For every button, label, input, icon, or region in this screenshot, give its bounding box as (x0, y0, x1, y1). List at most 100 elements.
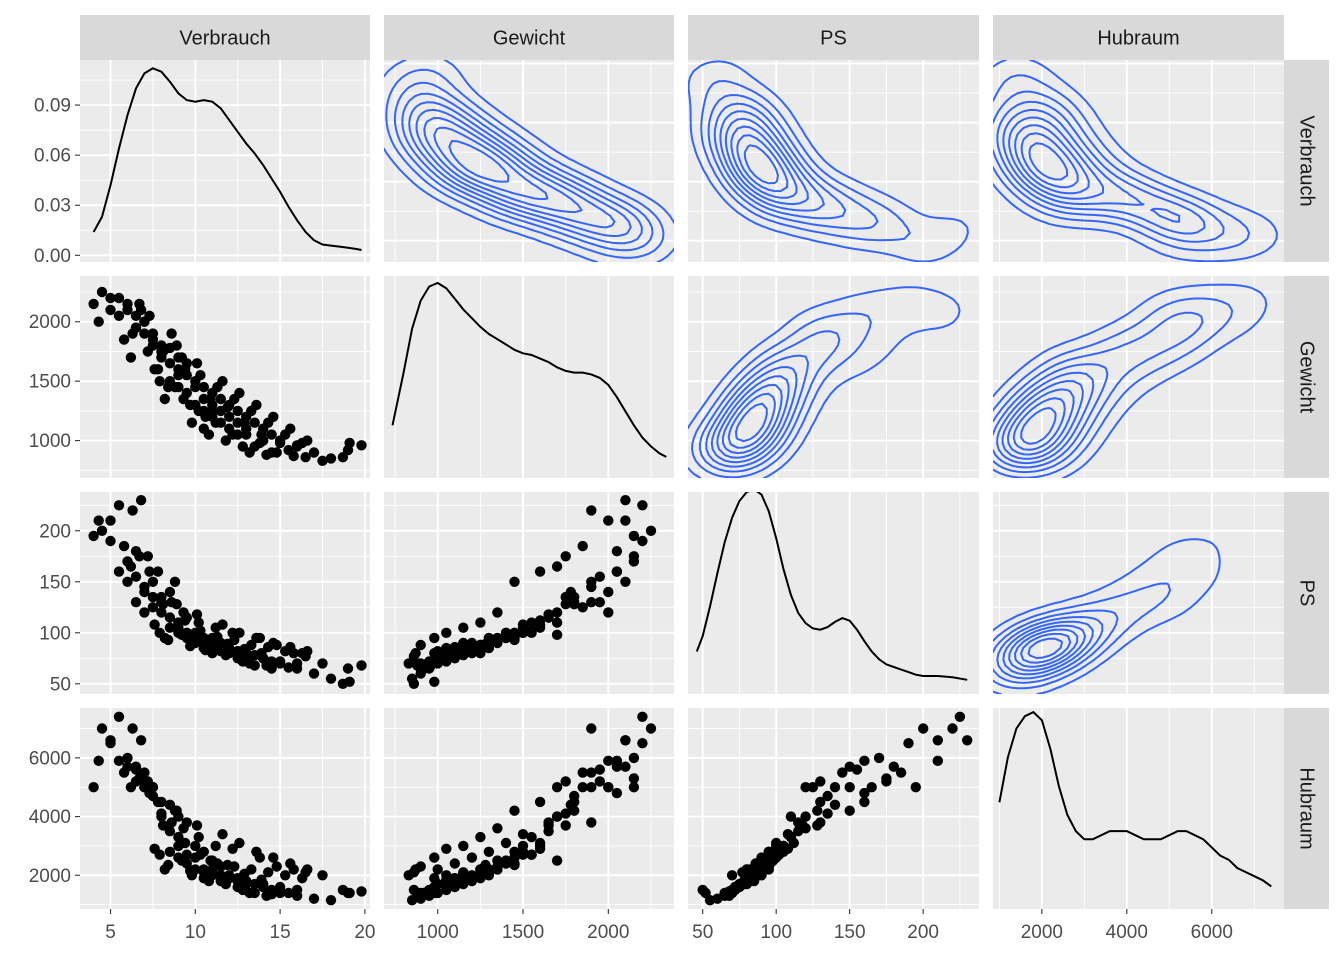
data-point (356, 440, 367, 451)
density-contour (700, 80, 911, 242)
data-point (509, 805, 520, 816)
data-point (200, 644, 211, 656)
density-contour (743, 144, 779, 185)
data-point (232, 405, 243, 417)
data-point (603, 755, 614, 766)
y-tick-label: 2000 (29, 312, 71, 333)
x-tick-label: 1500 (502, 922, 544, 943)
data-point (268, 637, 279, 649)
data-point (441, 874, 452, 885)
data-point (93, 316, 104, 327)
data-point (620, 515, 631, 526)
data-point (408, 678, 420, 689)
panel-gewicht-gewicht (384, 276, 674, 478)
data-point (308, 893, 320, 904)
data-point (113, 310, 125, 321)
data-point (429, 873, 440, 884)
strip-top-label: Gewicht (493, 28, 566, 50)
y-tick-label: 6000 (29, 748, 71, 769)
data-point (122, 752, 133, 764)
data-point (754, 859, 766, 871)
strip-top-label: Verbrauch (179, 28, 270, 50)
density-contour (1020, 132, 1079, 189)
data-point (509, 634, 520, 646)
data-point (628, 752, 640, 764)
data-point (837, 767, 848, 778)
data-point (800, 782, 811, 793)
data-point (179, 364, 191, 375)
density-contour (1012, 397, 1066, 451)
data-point (492, 607, 503, 618)
data-point (466, 871, 478, 882)
density-contour (719, 110, 825, 212)
density-contour (993, 283, 1268, 478)
data-point (127, 723, 138, 734)
data-point (164, 826, 176, 837)
density-contour (1002, 620, 1094, 676)
data-point (429, 676, 440, 687)
density-contour (393, 81, 654, 252)
data-point (620, 761, 631, 772)
data-point (480, 859, 491, 871)
data-point (302, 864, 313, 875)
data-point (93, 515, 104, 526)
data-point (173, 370, 184, 381)
data-point (166, 817, 177, 828)
panel-content (993, 538, 1221, 694)
data-point (241, 429, 252, 440)
data-point (274, 881, 286, 893)
panel-content (391, 281, 667, 458)
data-point (509, 859, 520, 871)
y-tick-label: 0.00 (34, 246, 71, 267)
y-tick-label: 0.03 (34, 196, 71, 217)
data-point (125, 561, 137, 572)
data-point (534, 796, 546, 808)
data-point (586, 723, 597, 734)
data-point (113, 500, 125, 511)
data-point (586, 505, 597, 516)
panel-gewicht-verbrauch (80, 276, 370, 478)
data-point (829, 782, 841, 793)
data-point (178, 393, 189, 405)
data-point (415, 639, 426, 651)
data-point (534, 837, 546, 849)
x-tick-label: 50 (692, 922, 713, 943)
data-point (142, 776, 153, 787)
data-point (594, 597, 605, 608)
data-point (344, 676, 355, 687)
data-point (164, 586, 176, 598)
data-point (492, 823, 503, 834)
data-point (895, 767, 907, 778)
data-point (526, 849, 537, 860)
data-point (302, 435, 313, 446)
data-point (261, 890, 272, 901)
data-point (163, 634, 174, 646)
data-point (185, 399, 196, 411)
data-point (611, 546, 623, 557)
panel-ps-gewicht (384, 492, 674, 694)
data-point (763, 846, 774, 857)
density-curve (92, 67, 362, 251)
panel-hubraum-hubraum (993, 708, 1284, 909)
density-contour (1020, 407, 1057, 445)
data-point (149, 619, 160, 630)
data-point (586, 817, 597, 828)
x-tick-label: 200 (907, 922, 939, 943)
data-point (947, 723, 958, 734)
density-contour (1020, 632, 1072, 664)
data-point (500, 627, 512, 638)
data-point (113, 755, 125, 766)
data-point (962, 735, 973, 746)
data-point (185, 865, 196, 877)
data-point (873, 752, 885, 764)
data-point (139, 581, 150, 593)
y-tick-label: 50 (50, 674, 71, 695)
panel-background (688, 276, 979, 478)
data-point (785, 811, 797, 822)
data-point (191, 358, 203, 369)
data-point (171, 805, 182, 816)
data-point (543, 609, 554, 620)
data-point (577, 767, 588, 778)
data-point (517, 849, 529, 860)
data-point (822, 808, 833, 819)
